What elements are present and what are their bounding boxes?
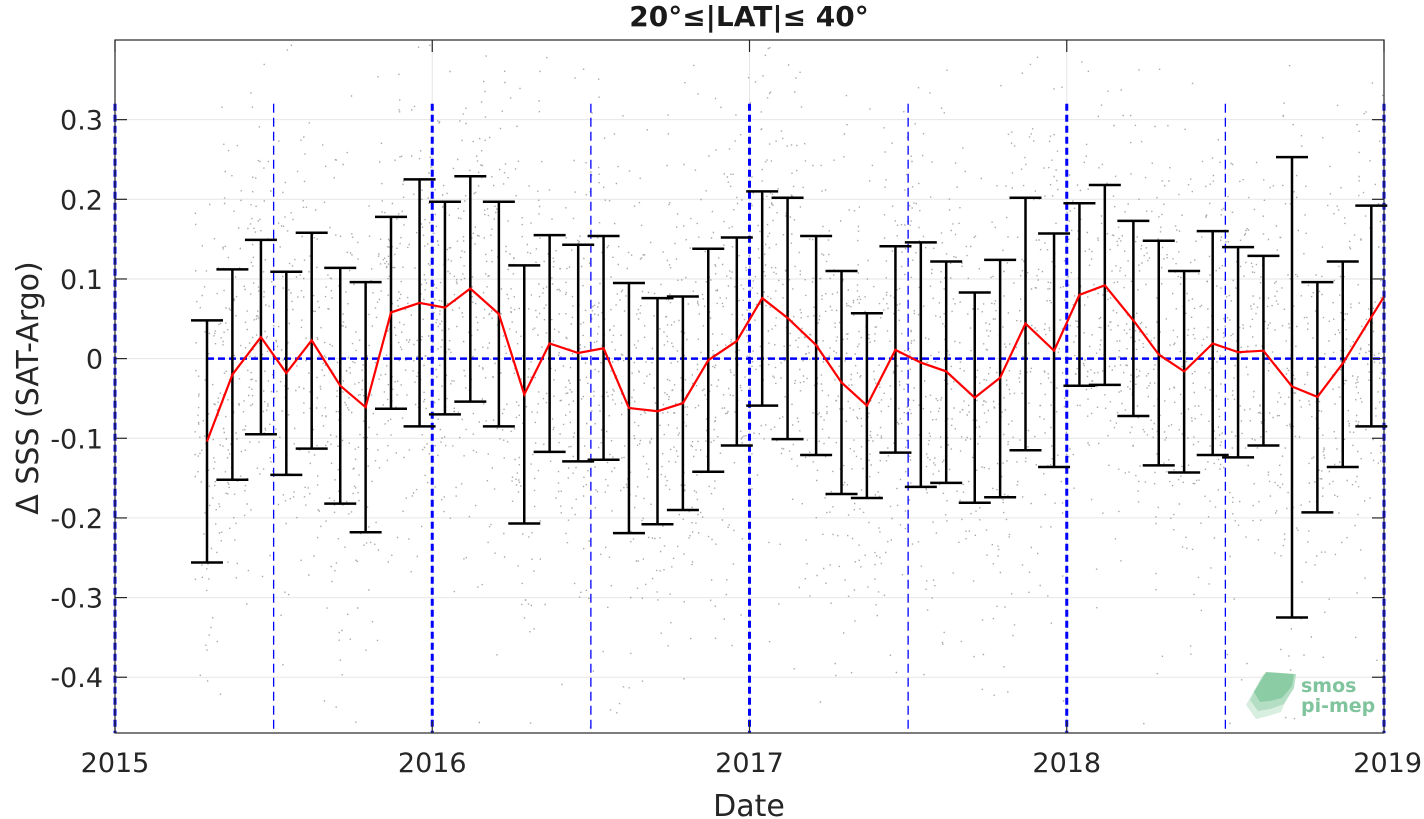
error-bar [904,241,937,489]
y-tick-label: -0.1 [50,424,103,455]
scatter-cloud [194,44,1385,729]
logo-text-pi-mep: pi-mep [1301,695,1375,717]
y-tick-label: -0.3 [50,584,103,615]
y-tick-label: 0.1 [60,265,103,296]
mean-line-group [205,283,1385,442]
x-tick-label: 2015 [81,748,150,779]
scatter-points [194,44,1385,729]
x-axis-label: Date [713,789,785,819]
x-tick-label: 2016 [398,748,467,779]
y-tick-label: -0.4 [50,663,103,694]
y-axis-label: Δ SSS (SAT-Argo) [11,261,46,514]
x-tick-label: 2019 [1353,748,1422,779]
error-bar [1117,219,1150,418]
mean-line [205,283,1385,442]
logo-text-smos: smos [1301,675,1356,697]
y-tick-label: 0.2 [60,185,103,216]
x-tick-label: 2018 [1032,748,1101,779]
grid [114,40,1385,733]
y-tick-label: -0.2 [50,504,103,535]
logo-mark-icon [1246,672,1296,719]
x-tick-label: 2017 [715,748,784,779]
y-tick-label: 0 [86,345,103,376]
axis-ticks [114,40,1385,733]
chart-title: 20°≤|LAT|≤ 40° [629,0,869,33]
tick-labels: 0.3 0.2 0.1 0 -0.1 -0.2 -0.3 -0.4 2015 2016 2017 20… [50,106,1422,779]
smos-pi-mep-logo: smos pi-mep [1246,672,1375,719]
reference-lines [113,103,1386,733]
y-tick-label: 0.3 [60,106,103,137]
